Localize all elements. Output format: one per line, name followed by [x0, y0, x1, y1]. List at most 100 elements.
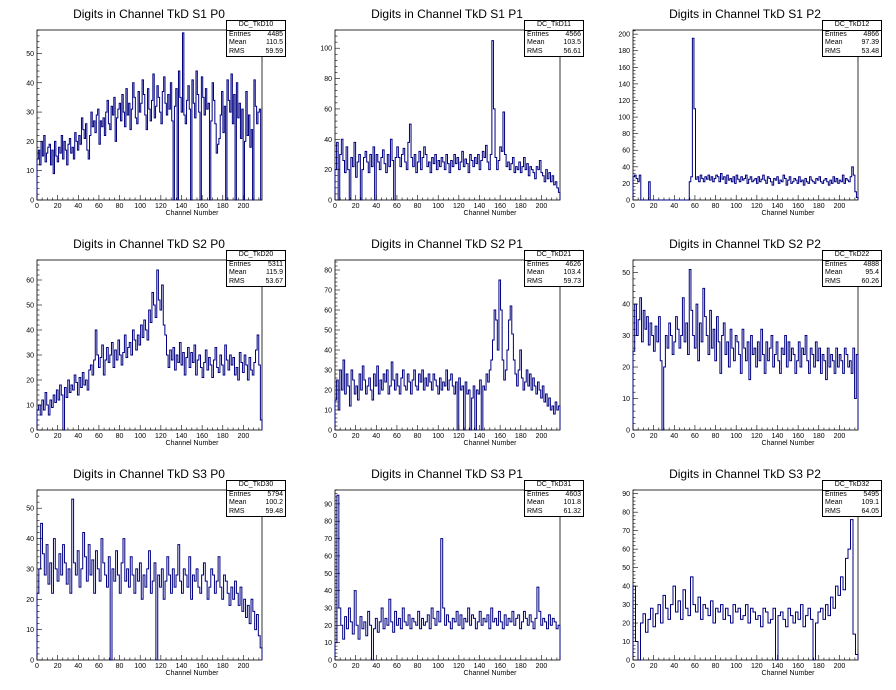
- x-tick-label: 20: [352, 203, 360, 210]
- x-tick-label: 40: [74, 433, 82, 440]
- stats-label: Entries: [527, 490, 549, 498]
- stats-label: Mean: [229, 499, 247, 506]
- y-tick-label: 30: [26, 353, 34, 360]
- x-tick-label: 140: [176, 203, 188, 210]
- stats-value: 4888: [863, 260, 879, 268]
- stats-value: 103.5: [563, 39, 581, 46]
- x-tick-label: 80: [116, 433, 124, 440]
- stats-label: Mean: [527, 269, 545, 276]
- plot-frame: [632, 29, 859, 201]
- x-tick-label: 160: [196, 663, 208, 670]
- x-axis-label: Channel Number: [762, 670, 816, 677]
- plot-frame: [334, 489, 561, 661]
- x-axis-label: Channel Number: [762, 440, 816, 447]
- x-tick-label: 80: [414, 433, 422, 440]
- x-tick-label: 60: [95, 433, 103, 440]
- stats-value: 4626: [565, 260, 581, 268]
- stats-value: 59.48: [265, 507, 283, 515]
- x-tick-label: 100: [730, 203, 742, 210]
- stats-histogram-name: DC_TkD30: [227, 481, 285, 491]
- y-tick-label: 70: [324, 288, 332, 295]
- x-axis-label: Channel Number: [464, 670, 518, 677]
- stats-histogram-name: DC_TkD32: [823, 481, 881, 491]
- x-tick-label: 180: [515, 203, 527, 210]
- stats-row-entries: Entries 4866: [823, 31, 881, 40]
- y-tick-label: 80: [324, 519, 332, 526]
- stats-label: RMS: [229, 277, 245, 285]
- x-tick-label: 120: [453, 203, 465, 210]
- stats-value: 101.8: [563, 499, 581, 506]
- x-tick-label: 100: [432, 433, 444, 440]
- histogram-panel: Digits in Channel TkD S1 P0 0 20 40 60 80 100 1…: [0, 0, 298, 230]
- stats-row-mean: Mean 97.39: [823, 39, 881, 48]
- x-tick-label: 20: [650, 203, 658, 210]
- y-tick-label: 70: [622, 528, 630, 535]
- stats-value: 56.61: [563, 47, 581, 55]
- x-tick-label: 120: [453, 433, 465, 440]
- x-tick-label: 140: [772, 203, 784, 210]
- stats-histogram-name: DC_TkD21: [525, 251, 583, 261]
- stats-histogram-name: DC_TkD12: [823, 21, 881, 31]
- y-tick-label: 50: [26, 51, 34, 58]
- y-tick-label: 50: [622, 565, 630, 572]
- y-tick-label: 10: [26, 403, 34, 410]
- stats-row-mean: Mean 103.5: [525, 39, 583, 48]
- y-tick-label: 70: [324, 536, 332, 543]
- x-tick-label: 180: [515, 433, 527, 440]
- x-tick-label: 40: [372, 433, 380, 440]
- histogram-panel: Digits in Channel TkD S1 P1 0 20 40 60 80 100 1…: [298, 0, 596, 230]
- stats-label: Entries: [825, 30, 847, 38]
- x-tick-label: 0: [35, 663, 39, 670]
- y-tick-label: 60: [324, 553, 332, 560]
- y-tick-label: 20: [622, 181, 630, 188]
- stats-row-entries: Entries 4603: [525, 491, 583, 500]
- x-tick-label: 20: [54, 203, 62, 210]
- y-tick-label: 40: [622, 584, 630, 591]
- stats-histogram-name: DC_TkD10: [227, 21, 285, 31]
- x-tick-label: 180: [813, 203, 825, 210]
- y-tick-label: 20: [324, 388, 332, 395]
- y-tick-label: 10: [26, 627, 34, 634]
- y-tick-label: 100: [320, 46, 332, 53]
- x-tick-label: 200: [536, 663, 548, 670]
- stats-row-rms: RMS 53.67: [227, 278, 285, 287]
- chart-title: Digits in Channel TkD S2 P1: [371, 237, 523, 251]
- stats-value: 97.39: [861, 39, 879, 46]
- stats-label: RMS: [527, 47, 543, 55]
- x-tick-label: 20: [650, 663, 658, 670]
- stats-histogram-name: DC_TkD22: [823, 251, 881, 261]
- x-tick-label: 120: [751, 203, 763, 210]
- x-tick-label: 100: [134, 203, 146, 210]
- x-tick-label: 160: [792, 203, 804, 210]
- stats-value: 5311: [267, 260, 283, 268]
- y-tick-label: 140: [618, 81, 630, 88]
- x-tick-label: 120: [751, 663, 763, 670]
- x-tick-label: 200: [834, 663, 846, 670]
- x-tick-label: 80: [116, 663, 124, 670]
- chart-title: Digits in Channel TkD S1 P0: [73, 7, 225, 21]
- stats-label: RMS: [527, 277, 543, 285]
- x-tick-label: 60: [393, 663, 401, 670]
- y-tick-label: 40: [622, 164, 630, 171]
- stats-row-rms: RMS 64.05: [823, 508, 881, 517]
- stats-row-mean: Mean 100.2: [227, 499, 285, 508]
- stats-box: DC_TkD30 Entries 5794 Mean 100.2 RMS 59.48: [226, 480, 286, 517]
- x-tick-label: 120: [453, 663, 465, 670]
- y-tick-label: 10: [622, 639, 630, 646]
- stats-row-entries: Entries 5311: [227, 261, 285, 270]
- y-tick-label: 50: [324, 328, 332, 335]
- chart-title: Digits in Channel TkD S3 P0: [73, 467, 225, 481]
- y-tick-label: 60: [622, 148, 630, 155]
- histogram-series: [632, 519, 859, 661]
- stats-value: 100.2: [265, 499, 283, 506]
- x-tick-label: 60: [95, 203, 103, 210]
- x-tick-label: 160: [196, 203, 208, 210]
- stats-value: 59.59: [265, 47, 283, 55]
- x-tick-label: 200: [536, 203, 548, 210]
- x-tick-label: 60: [95, 663, 103, 670]
- x-tick-label: 0: [631, 203, 635, 210]
- histogram-plot: Digits in Channel TkD S2 P10 20 40 60 80 100 1…: [324, 237, 561, 447]
- histogram-plot: Digits in Channel TkD S3 P00 20 40 60 80 100 1…: [26, 467, 263, 677]
- histogram-panel: Digits in Channel TkD S3 P0 0 20 40 60 80 100 1…: [0, 460, 298, 690]
- stats-row-rms: RMS 59.48: [227, 508, 285, 517]
